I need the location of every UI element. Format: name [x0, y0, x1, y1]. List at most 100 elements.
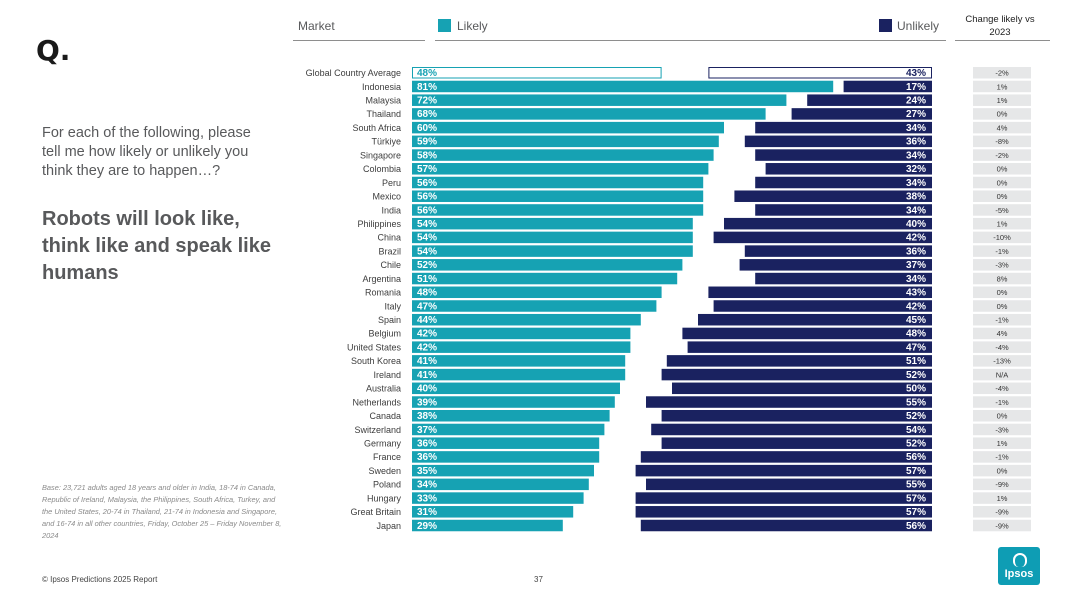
- change-value-label: 0%: [997, 288, 1008, 297]
- change-value-label: -3%: [995, 425, 1009, 434]
- unlikely-value-label: 57%: [906, 507, 926, 518]
- change-cell: [973, 149, 1031, 161]
- unlikely-value-label: 24%: [906, 95, 926, 106]
- category-label: India: [381, 205, 401, 215]
- unlikely-bar: [713, 231, 932, 244]
- change-value-label: 4%: [997, 329, 1008, 338]
- likely-value-label: 38%: [417, 411, 437, 422]
- change-value-label: -1%: [995, 398, 1009, 407]
- change-cell: [973, 80, 1031, 93]
- unlikely-value-label: 51%: [906, 356, 926, 367]
- change-value-label: 0%: [997, 412, 1008, 421]
- unlikely-bar: [661, 410, 932, 422]
- change-cell: [973, 190, 1031, 202]
- likely-bar: [412, 94, 787, 106]
- likely-value-label: 35%: [417, 466, 437, 477]
- change-value-label: 8%: [997, 274, 1008, 283]
- likely-value-label: 54%: [417, 233, 437, 244]
- likely-bar: [412, 410, 610, 422]
- change-value-label: -10%: [993, 233, 1011, 242]
- ipsos-figure-icon: [1013, 553, 1027, 567]
- change-cell: [973, 368, 1031, 381]
- category-label: Sweden: [368, 466, 401, 476]
- unlikely-value-label: 17%: [906, 82, 926, 93]
- likely-value-label: 54%: [417, 246, 437, 257]
- unlikely-bar: [635, 506, 932, 518]
- likely-value-label: 58%: [417, 150, 437, 161]
- change-value-label: 0%: [997, 192, 1008, 201]
- unlikely-value-label: 38%: [906, 192, 926, 203]
- unlikely-bar: [666, 355, 932, 367]
- likely-legend-swatch: [438, 19, 451, 32]
- unlikely-bar: [672, 382, 932, 395]
- unlikely-value-label: 47%: [906, 342, 926, 353]
- category-label: Poland: [373, 480, 401, 490]
- change-cell: [973, 451, 1031, 463]
- unlikely-value-label: 55%: [906, 397, 926, 408]
- change-cell: [973, 121, 1031, 134]
- likely-bar: [412, 231, 693, 244]
- likely-bar: [412, 423, 605, 436]
- likely-value-label: 42%: [417, 329, 437, 340]
- likely-bar: [412, 286, 662, 299]
- change-value-label: -1%: [995, 453, 1009, 462]
- unlikely-value-label: 54%: [906, 425, 926, 436]
- change-cell: [973, 396, 1031, 408]
- likely-bar: [412, 80, 834, 93]
- likely-bar: [412, 355, 626, 367]
- likely-value-label: 48%: [417, 68, 437, 79]
- category-label: Türkiye: [371, 137, 401, 147]
- unlikely-bar: [734, 190, 932, 202]
- unlikely-value-label: 34%: [906, 123, 926, 134]
- likely-value-label: 54%: [417, 219, 437, 230]
- category-label: Chile: [380, 260, 401, 270]
- likely-value-label: 81%: [417, 82, 437, 93]
- unlikely-value-label: 45%: [906, 315, 926, 326]
- category-label: Mexico: [372, 192, 401, 202]
- likely-legend-label: Likely: [457, 19, 488, 33]
- change-value-label: 0%: [997, 466, 1008, 475]
- likely-bar: [412, 464, 594, 477]
- likely-bar: [412, 451, 600, 463]
- change-cell: [973, 245, 1031, 257]
- unlikely-value-label: 42%: [906, 233, 926, 244]
- unlikely-bar: [765, 163, 932, 175]
- unlikely-bar: [755, 149, 932, 161]
- category-label: Thailand: [366, 109, 401, 119]
- category-label: China: [377, 233, 401, 243]
- likely-bar: [412, 176, 704, 189]
- change-header: Change likely vs 2023: [965, 14, 1035, 38]
- unlikely-value-label: 55%: [906, 480, 926, 491]
- unlikely-bar: [640, 451, 932, 463]
- change-value-label: -1%: [995, 247, 1009, 256]
- likely-bar: [412, 149, 714, 161]
- unlikely-bar: [739, 259, 932, 271]
- unlikely-value-label: 48%: [906, 329, 926, 340]
- change-cell: [973, 355, 1031, 367]
- change-cell: [973, 204, 1031, 216]
- change-value-label: -9%: [995, 508, 1009, 517]
- legend-header-rule: [435, 40, 946, 41]
- change-value-label: N/A: [996, 370, 1009, 379]
- change-value-label: -4%: [995, 384, 1009, 393]
- likely-value-label: 41%: [417, 370, 437, 381]
- likely-bar: [412, 245, 693, 257]
- unlikely-value-label: 52%: [906, 438, 926, 449]
- statement-title: Robots will look like, think like and sp…: [42, 208, 271, 284]
- category-label: Global Country Average: [306, 68, 401, 78]
- unlikely-bar: [635, 492, 932, 504]
- unlikely-value-label: 34%: [906, 205, 926, 216]
- change-value-label: 1%: [997, 219, 1008, 228]
- change-value-label: 0%: [997, 110, 1008, 119]
- unlikely-bar: [755, 272, 932, 285]
- likely-value-label: 60%: [417, 123, 437, 134]
- change-cell: [973, 478, 1031, 491]
- change-cell: [973, 410, 1031, 422]
- unlikely-value-label: 43%: [906, 68, 926, 79]
- likely-value-label: 31%: [417, 507, 437, 518]
- change-cell: [973, 382, 1031, 395]
- likely-value-label: 44%: [417, 315, 437, 326]
- unlikely-bar: [807, 94, 932, 106]
- likely-value-label: 40%: [417, 384, 437, 395]
- likely-bar: [412, 368, 626, 381]
